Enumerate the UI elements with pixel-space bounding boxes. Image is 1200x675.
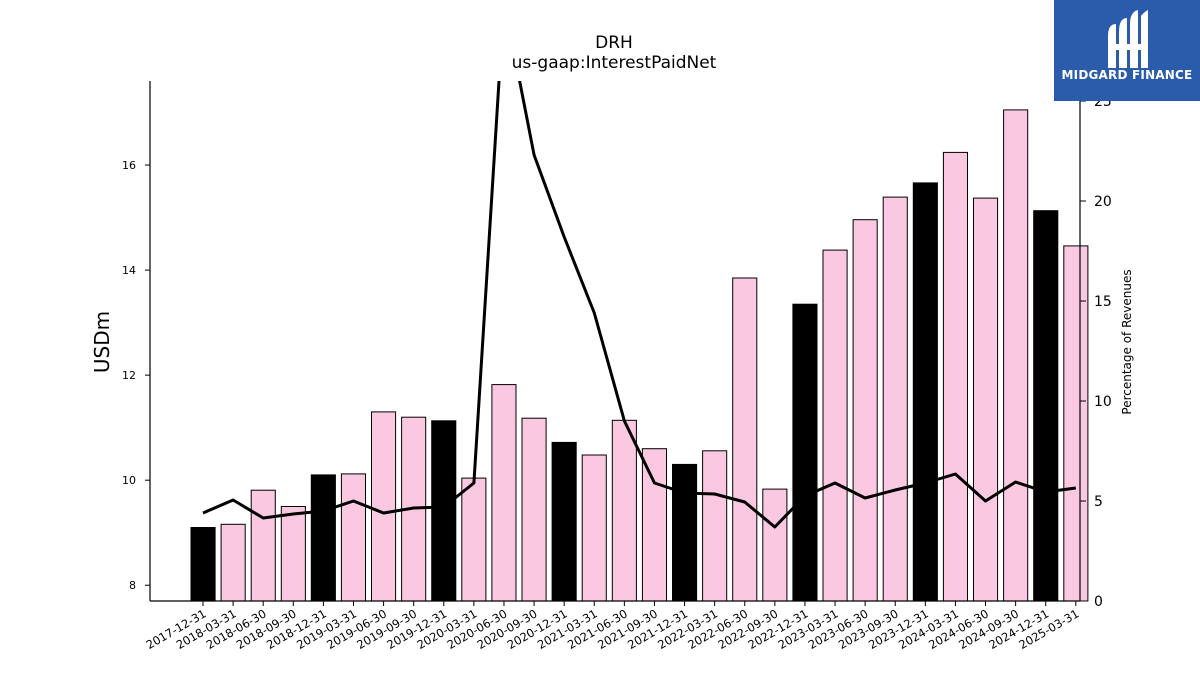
bar-2021-12-31 [672, 463, 698, 602]
bar-2021-06-30 [611, 419, 637, 602]
y-tick-label: 16 [122, 159, 136, 172]
bar-2020-06-30 [491, 384, 517, 602]
logo-text: MIDGARD FINANCE [1061, 68, 1193, 82]
bar-2022-06-30 [732, 277, 758, 602]
y2-tick-label: 15 [1094, 294, 1112, 310]
bar-2020-03-31 [461, 477, 487, 602]
percentage-line-path [202, 81, 1076, 529]
bar-2019-03-31 [340, 473, 366, 602]
bar-2023-12-31 [912, 182, 938, 602]
y-tick-label: 8 [129, 579, 136, 592]
bar-2023-06-30 [852, 219, 878, 602]
y-tick-label: 12 [122, 369, 136, 382]
bar-2024-12-31 [1033, 210, 1059, 602]
bar-2024-06-30 [973, 197, 999, 602]
bar-2018-09-30 [280, 506, 306, 602]
bar-2021-03-31 [581, 454, 607, 602]
chart-subtitle: us-gaap:InterestPaidNet [512, 53, 717, 73]
bar-2019-12-31 [431, 420, 457, 602]
bar-2019-06-30 [371, 411, 397, 602]
y2-tick-label: 20 [1094, 194, 1112, 210]
y2-tick-label: 0 [1094, 594, 1103, 610]
bar-2018-03-31 [220, 523, 246, 602]
bar-2024-09-30 [1003, 109, 1029, 602]
bar-2021-09-30 [641, 448, 668, 602]
bar-2025-03-31 [1063, 245, 1089, 602]
bar-2017-12-31 [190, 527, 216, 602]
logo-mark-icon [1108, 10, 1148, 68]
y-tick-label: 10 [122, 474, 136, 487]
brand-logo: MIDGARD FINANCE [1054, 0, 1200, 101]
percentage-line [202, 81, 1076, 529]
y2-tick-label: 5 [1094, 494, 1103, 510]
y2-axis-label: Percentage of Revenues [1120, 269, 1134, 414]
y-tick-label: 14 [122, 264, 136, 277]
bar-2022-03-31 [702, 450, 728, 602]
bar-2018-12-31 [310, 474, 336, 602]
bar-2020-09-30 [521, 417, 547, 602]
y2-tick-label: 10 [1094, 394, 1112, 410]
bar-2024-03-31 [942, 151, 969, 602]
bar-2022-12-31 [792, 303, 818, 602]
bar-2022-09-30 [762, 488, 788, 602]
bar-2018-06-30 [250, 489, 276, 602]
bar-2023-03-31 [822, 249, 848, 602]
y-axis-label: USDm [90, 311, 114, 373]
bars [190, 109, 1089, 602]
chart-title: DRH [595, 33, 633, 53]
bar-2023-09-30 [882, 196, 908, 602]
bar-2020-12-31 [551, 441, 577, 602]
